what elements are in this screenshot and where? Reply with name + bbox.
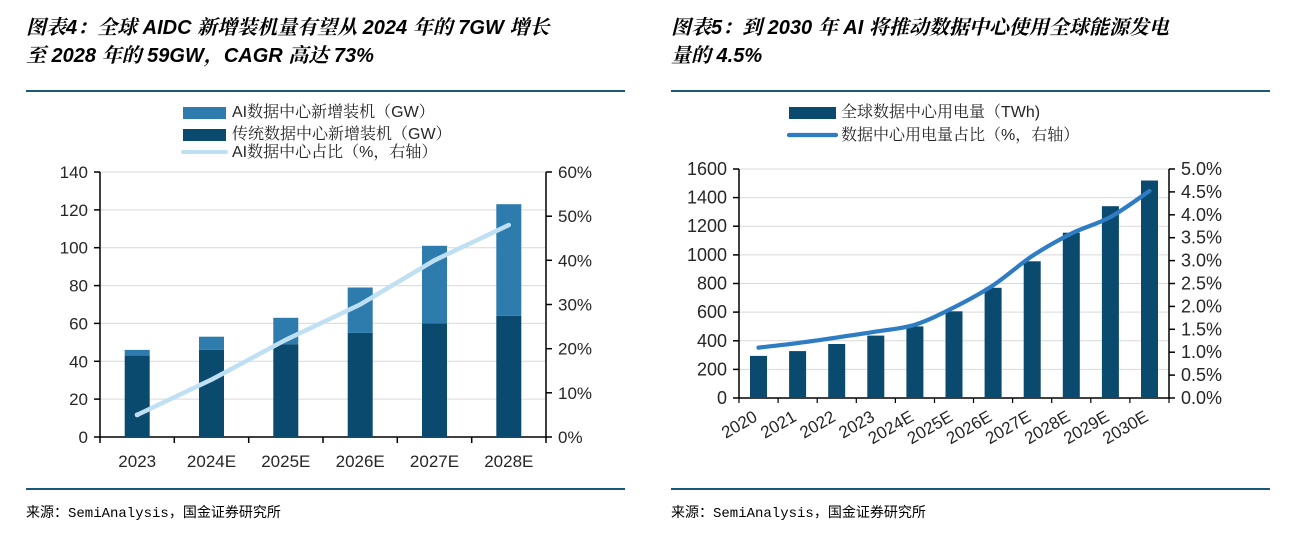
svg-text:AI数据中心占比（%，右轴）: AI数据中心占比（%，右轴）	[232, 143, 437, 161]
svg-text:传统数据中心新增装机（GW）: 传统数据中心新增装机（GW）	[232, 125, 452, 143]
svg-text:数据中心用电量占比（%，右轴）: 数据中心用电量占比（%，右轴）	[841, 126, 1079, 144]
svg-text:40%: 40%	[558, 251, 592, 270]
svg-text:0.0%: 0.0%	[1181, 388, 1222, 408]
svg-text:2.5%: 2.5%	[1181, 274, 1222, 294]
svg-text:全球数据中心用电量（TWh): 全球数据中心用电量（TWh)	[841, 103, 1040, 121]
svg-text:0: 0	[717, 388, 727, 408]
svg-text:2026E: 2026E	[336, 452, 385, 471]
svg-text:5.0%: 5.0%	[1181, 159, 1222, 179]
svg-text:2027E: 2027E	[410, 452, 459, 471]
svg-text:800: 800	[697, 274, 727, 294]
svg-text:40: 40	[69, 352, 88, 371]
svg-text:2024E: 2024E	[187, 452, 236, 471]
svg-text:0.5%: 0.5%	[1181, 365, 1222, 385]
svg-text:600: 600	[697, 302, 727, 322]
svg-text:0%: 0%	[558, 428, 583, 447]
svg-text:2020: 2020	[718, 407, 760, 442]
svg-text:3.0%: 3.0%	[1181, 251, 1222, 271]
svg-text:400: 400	[697, 331, 727, 351]
svg-text:2021: 2021	[757, 407, 799, 442]
svg-text:2022: 2022	[796, 407, 838, 442]
svg-text:60%: 60%	[558, 163, 592, 182]
svg-text:4.5%: 4.5%	[1181, 182, 1222, 202]
svg-text:2025E: 2025E	[261, 452, 310, 471]
svg-text:20%: 20%	[558, 340, 592, 359]
svg-text:4.0%: 4.0%	[1181, 205, 1222, 225]
svg-text:2030E: 2030E	[1099, 407, 1151, 448]
svg-text:60: 60	[69, 314, 88, 333]
svg-text:120: 120	[60, 201, 88, 220]
svg-text:1200: 1200	[687, 216, 727, 236]
svg-text:AI数据中心新增装机（GW）: AI数据中心新增装机（GW）	[232, 103, 435, 121]
svg-text:50%: 50%	[558, 207, 592, 226]
svg-text:140: 140	[60, 163, 88, 182]
svg-text:2023: 2023	[118, 452, 156, 471]
svg-text:30%: 30%	[558, 296, 592, 315]
svg-text:20: 20	[69, 390, 88, 409]
svg-text:1000: 1000	[687, 245, 727, 265]
svg-text:1.5%: 1.5%	[1181, 319, 1222, 339]
svg-text:200: 200	[697, 359, 727, 379]
svg-text:1.0%: 1.0%	[1181, 342, 1222, 362]
svg-text:100: 100	[60, 239, 88, 258]
svg-text:0: 0	[79, 428, 88, 447]
svg-text:3.5%: 3.5%	[1181, 228, 1222, 248]
svg-text:2.0%: 2.0%	[1181, 296, 1222, 316]
svg-text:1400: 1400	[687, 188, 727, 208]
svg-text:80: 80	[69, 277, 88, 296]
svg-text:2028E: 2028E	[484, 452, 533, 471]
svg-text:1600: 1600	[687, 159, 727, 179]
svg-text:10%: 10%	[558, 384, 592, 403]
